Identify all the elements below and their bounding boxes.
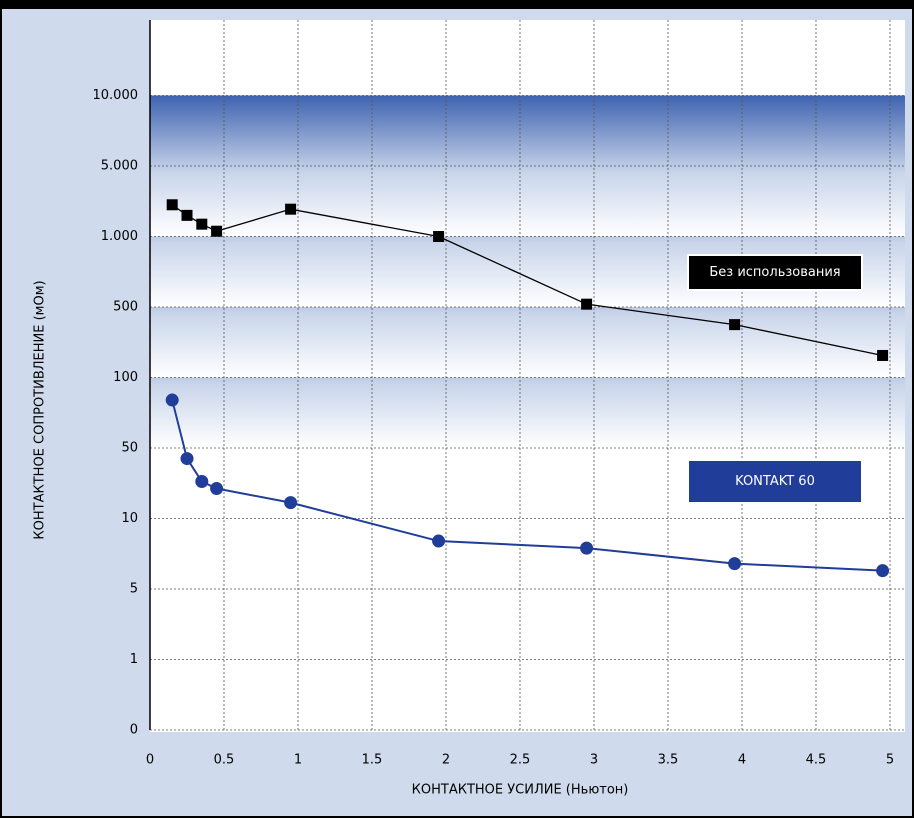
x-axis-label: КОНТАКТНОЕ УСИЛИЕ (Ньютон) bbox=[412, 783, 629, 798]
marker bbox=[196, 218, 208, 230]
marker bbox=[580, 541, 594, 555]
x-tick-label: 4.5 bbox=[806, 753, 827, 768]
marker bbox=[195, 474, 209, 488]
y-tick-label: 1.000 bbox=[101, 229, 138, 244]
top-bar bbox=[0, 0, 914, 9]
marker bbox=[433, 231, 445, 242]
marker bbox=[876, 564, 890, 578]
marker bbox=[581, 298, 593, 310]
x-tick-label: 0 bbox=[146, 753, 154, 768]
y-tick-label: 500 bbox=[113, 300, 138, 315]
marker bbox=[729, 319, 741, 331]
y-tick-label: 5.000 bbox=[101, 159, 138, 174]
y-tick-label: 10 bbox=[121, 511, 138, 526]
y-tick-label: 10.000 bbox=[93, 88, 139, 103]
marker bbox=[728, 557, 742, 571]
x-tick-label: 5 bbox=[886, 753, 894, 768]
legend-box bbox=[687, 459, 863, 504]
legend-label: Без использования bbox=[709, 265, 840, 280]
marker bbox=[284, 496, 298, 510]
x-tick-label: 3 bbox=[590, 753, 598, 768]
marker bbox=[432, 534, 446, 548]
y-tick-label: 1 bbox=[130, 652, 138, 667]
y-tick-label: 5 bbox=[130, 582, 138, 597]
marker bbox=[166, 199, 178, 211]
y-tick-label: 100 bbox=[113, 370, 138, 385]
x-tick-label: 3.5 bbox=[658, 753, 679, 768]
marker bbox=[877, 349, 889, 361]
legend-label: KONTAKT 60 bbox=[735, 474, 815, 489]
marker bbox=[285, 203, 297, 215]
marker bbox=[180, 452, 194, 466]
x-tick-label: 2.5 bbox=[510, 753, 531, 768]
x-tick-label: 4 bbox=[738, 753, 746, 768]
y-axis-label: КОНТАКТНОЕ СОПРОТИВЛЕНИЕ (мОм) bbox=[33, 280, 48, 539]
x-tick-label: 2 bbox=[442, 753, 450, 768]
marker bbox=[181, 209, 193, 221]
y-tick-label: 0 bbox=[130, 723, 138, 738]
x-tick-label: 0.5 bbox=[214, 753, 235, 768]
x-tick-label: 1 bbox=[294, 753, 302, 768]
x-tick-label: 1.5 bbox=[362, 753, 383, 768]
legend-box bbox=[687, 254, 863, 291]
y-tick-label: 50 bbox=[121, 441, 138, 456]
marker bbox=[210, 482, 224, 496]
marker bbox=[211, 225, 223, 237]
marker bbox=[165, 393, 179, 407]
